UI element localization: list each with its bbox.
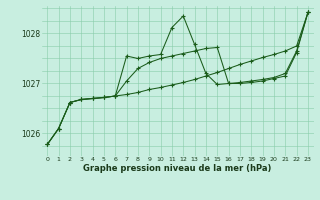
X-axis label: Graphe pression niveau de la mer (hPa): Graphe pression niveau de la mer (hPa)	[84, 164, 272, 173]
